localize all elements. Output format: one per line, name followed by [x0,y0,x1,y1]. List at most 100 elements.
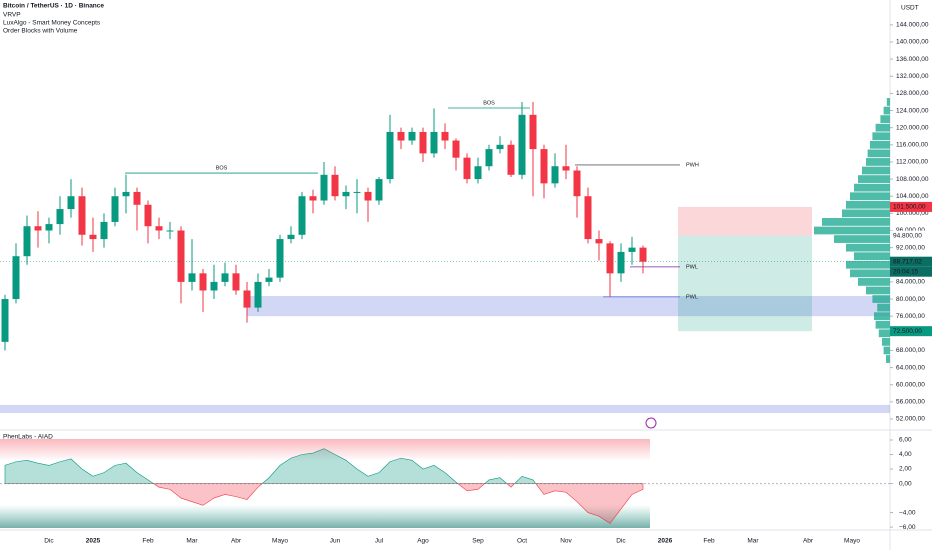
x-tick-label: Nov [560,538,572,545]
candle-body [529,114,537,150]
x-tick-label: Mayo [844,538,860,545]
y-tick-label: 116.000,00 [896,142,928,149]
x-tick-label: Mar [186,538,198,545]
candle-body [342,191,350,197]
candle-body [133,191,141,205]
x-tick-label: 2025 [86,538,101,545]
candle-body [23,226,31,257]
candle-body [507,144,515,175]
candle-body [474,166,482,180]
order-block [247,296,890,317]
volume-profile-bar [872,132,890,141]
volume-profile-bar [870,140,890,149]
y-tick-label: 68.000,00 [896,347,925,354]
candle-body [419,131,427,154]
volume-profile-bar [834,235,890,243]
oscillator-area-positive [4,448,644,484]
volume-profile-bar [846,243,890,252]
stop-price-tag-bg [890,201,932,212]
candle-body [617,251,625,274]
candle-body [320,174,328,201]
y-tick-label: 2,00 [899,466,912,473]
annotation-label: PWL [686,294,698,300]
candle-body [254,281,262,308]
currency: USDT [901,5,919,12]
candle-body [386,131,394,180]
volume-profile-bar [862,166,890,175]
target-zone [678,235,812,332]
indicator: Order Blocks with Volume [3,28,78,35]
candle-body [628,247,636,252]
annotation-label: PWH [686,162,699,168]
y-tick-label: 6,00 [899,437,912,444]
volume-profile-bar [874,312,890,321]
candle-body [485,149,493,167]
y-tick-label: −4,00 [899,509,916,516]
candle-body [562,166,570,171]
volume-profile-bar [878,329,890,338]
target-price-tag: 72.500,00 [893,328,922,335]
symbol-title: Bitcoin / TetherUS · 1D · Binance [3,3,104,10]
volume-profile-bar [872,295,890,303]
volume-profile-bar [883,106,890,115]
candle-body [100,221,108,240]
candle-body [298,196,306,235]
volume-profile-bar [886,98,890,106]
x-tick-label: Jun [330,538,341,545]
volume-profile-bar [850,269,890,278]
indicator: VRVP [3,12,21,19]
candle-body [78,196,86,235]
candle-body [430,131,438,154]
stop-zone [678,206,812,236]
candle-body [639,247,647,262]
volume-profile-bar [867,149,890,158]
oscillator-lower-band [0,505,650,528]
volume-profile-bar [842,209,890,218]
event-icon[interactable] [645,417,657,429]
indicator: LuxAlgo - Smart Money Concepts [3,20,101,27]
candle-body [67,196,75,210]
volume-profile-bar [877,303,890,312]
y-tick-label: 84.000,00 [896,279,925,286]
candle-body [463,157,471,180]
x-tick-label: Mayo [272,538,288,545]
x-tick-label: Abr [803,538,814,545]
candle-body [353,191,361,193]
plot: 52.000,00 56.000,00 60.000,00 64.000,00 68.0… [0,22,932,545]
volume-profile-bar [866,158,890,166]
y-tick-label: 64.000,00 [896,364,925,371]
candle-body [408,131,416,141]
annotation-label: PWL [686,264,698,270]
volume-profile-bar [822,218,890,226]
candle-body [1,299,9,342]
y-tick-label: 128.000,00 [896,90,929,97]
y-tick-label: 112.000,00 [896,159,928,166]
volume-profile-bar [846,200,890,209]
y-tick-label: 104.000,00 [896,193,929,200]
candle-body [606,243,614,274]
volume-profile-bar [858,175,890,183]
entry-price-tag: 94.800,00 [893,232,922,239]
candle-body [177,230,185,282]
candle-body [210,281,218,291]
volume-profile-bar [875,320,890,329]
volume-profile-bar [882,338,890,346]
candle-body [122,191,130,197]
annotation-label: BOS [483,100,495,106]
last-price-tag-bg [890,256,932,267]
oscillator-upper-band [0,439,650,461]
volume-profile-bar [854,252,890,261]
x-tick-label: Abr [231,538,242,545]
candle-body [452,140,460,158]
candle-body [265,277,273,282]
y-tick-label: 144.000,00 [896,22,929,29]
y-tick-label: 0,00 [899,480,912,487]
candle-body [34,226,42,231]
candle-body [518,114,526,175]
candle-body [166,230,174,232]
y-tick-label: 108.000,00 [896,176,929,183]
volume-profile-bar [886,355,890,363]
volume-profile-bar [846,260,890,269]
y-tick-label: −6,00 [899,524,916,531]
